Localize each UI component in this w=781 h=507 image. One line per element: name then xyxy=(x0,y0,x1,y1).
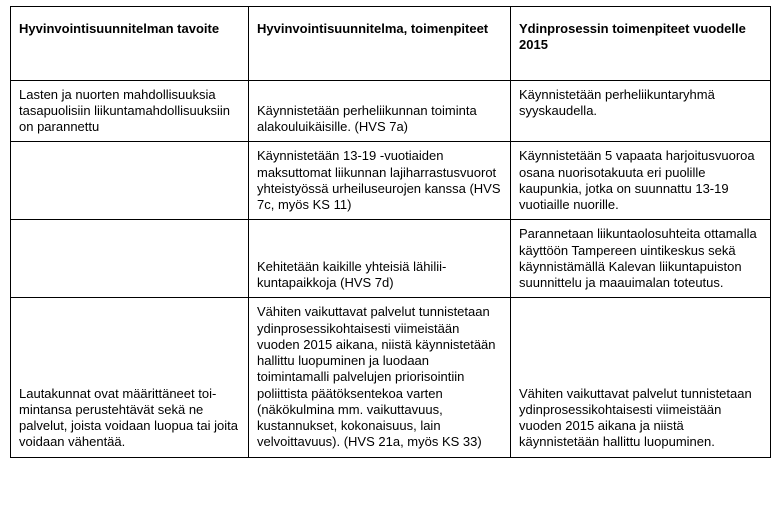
cell-process-2015: Parannetaan liikuntaolosuhteita ot­tamal… xyxy=(511,220,771,298)
cell-goal xyxy=(11,220,249,298)
cell-action-plan: Käynnistetään 13-19 -vuotiaiden maksutto… xyxy=(249,142,511,220)
table-header-row: Hyvinvointisuunnitelman tavoite Hyvinvoi… xyxy=(11,7,771,81)
col-header-1: Hyvinvointisuunnitelman tavoite xyxy=(11,7,249,81)
col-header-3: Ydinprosessin toimenpiteet vuo­delle 201… xyxy=(511,7,771,81)
cell-goal: Lasten ja nuorten mahdollisuuksia tasapu… xyxy=(11,80,249,142)
cell-process-2015: Vähiten vaikuttavat palvelut tunnis­teta… xyxy=(511,298,771,457)
table-row: Kehitetään kaikille yhteisiä lähilii­kun… xyxy=(11,220,771,298)
col-header-2: Hyvinvointisuunnitelma, toimen­piteet xyxy=(249,7,511,81)
cell-goal: Lautakunnat ovat määrittäneet toi­mintan… xyxy=(11,298,249,457)
cell-process-2015: Käynnistetään 5 vapaata harjoitus­vuoroa… xyxy=(511,142,771,220)
plan-table: Hyvinvointisuunnitelman tavoite Hyvinvoi… xyxy=(10,6,771,458)
cell-action-plan: Kehitetään kaikille yhteisiä lähilii­kun… xyxy=(249,220,511,298)
cell-goal xyxy=(11,142,249,220)
table-row: Käynnistetään 13-19 -vuotiaiden maksutto… xyxy=(11,142,771,220)
cell-action-plan: Käynnistetään perheliikunnan toi­minta a… xyxy=(249,80,511,142)
cell-process-2015: Käynnistetään perheliikuntaryhmä syyskau… xyxy=(511,80,771,142)
page: Hyvinvointisuunnitelman tavoite Hyvinvoi… xyxy=(0,0,781,507)
table-row: Lasten ja nuorten mahdollisuuksia tasapu… xyxy=(11,80,771,142)
table-row: Lautakunnat ovat määrittäneet toi­mintan… xyxy=(11,298,771,457)
cell-action-plan: Vähiten vaikuttavat palvelut tunnis­teta… xyxy=(249,298,511,457)
